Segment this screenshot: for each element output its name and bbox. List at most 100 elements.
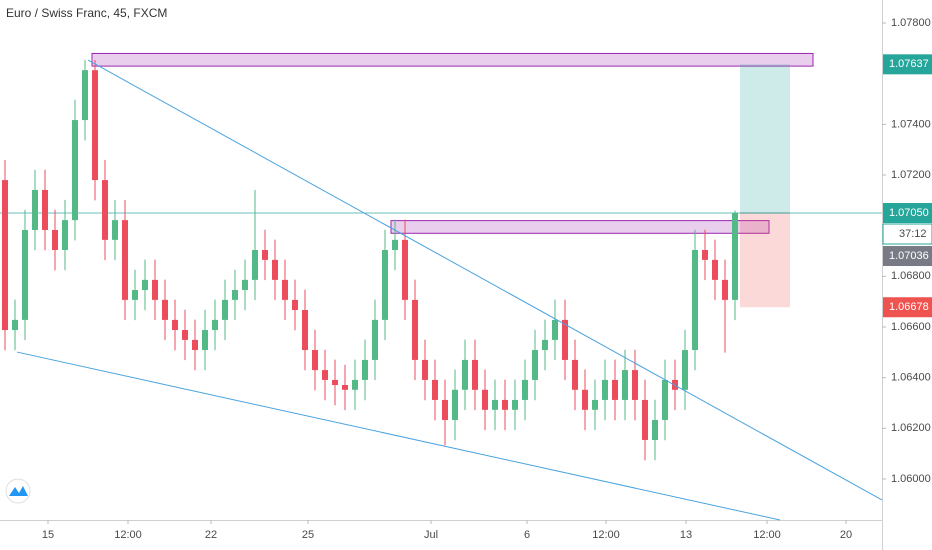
candle-body (232, 290, 238, 300)
y-tick-label: 1.06600 (891, 321, 931, 333)
chart-title: Euro / Swiss Franc, 45, FXCM (6, 6, 167, 20)
candle-body (152, 279, 158, 300)
candle-body (182, 330, 188, 340)
x-tick-label: 13 (680, 529, 692, 541)
zone (91, 52, 814, 67)
candle-body (302, 310, 308, 351)
stop-badge (883, 297, 932, 318)
y-tick-label: 1.07200 (891, 169, 931, 181)
candle-body (282, 279, 288, 300)
candle-body (382, 249, 388, 320)
y-tick-label: 1.06400 (891, 372, 931, 384)
trendline (87, 59, 883, 501)
target-badge-label: 1.07637 (889, 58, 929, 70)
candle-body (72, 120, 78, 221)
candle-body (32, 189, 38, 230)
candle-body (62, 220, 68, 250)
candle-body (342, 384, 348, 390)
candle-body (322, 370, 328, 380)
countdown-badge (882, 223, 932, 245)
candle-body (252, 249, 258, 280)
candle-body (312, 350, 318, 371)
candle-body (102, 180, 108, 240)
candle-body (642, 399, 648, 440)
x-tick-label: 12:00 (114, 529, 142, 541)
x-tick-label: 25 (302, 529, 314, 541)
candle-body (372, 319, 378, 360)
target-area (740, 64, 790, 214)
candle-body (42, 189, 48, 230)
candle-body (592, 399, 598, 410)
y-tick-label: 1.07800 (891, 17, 931, 29)
last-close-badge (883, 246, 932, 267)
candle-body (532, 350, 538, 380)
candle-body (272, 259, 278, 280)
candle-body (622, 370, 628, 400)
zone (390, 220, 770, 234)
candle-body (682, 350, 688, 390)
x-tick-label: 15 (42, 529, 54, 541)
candle-body (602, 379, 608, 400)
candle-body (512, 399, 518, 410)
candle-body (442, 399, 448, 420)
candle-body (132, 290, 138, 300)
candle-body (502, 399, 508, 410)
candle-body (192, 339, 198, 351)
candle-body (582, 389, 588, 410)
candle-body (562, 319, 568, 360)
x-tick-label: 12:00 (753, 529, 781, 541)
candle-body (712, 259, 718, 280)
candle-body (352, 379, 358, 390)
countdown-label: 37:12 (899, 228, 927, 240)
target-badge (883, 54, 932, 75)
x-tick-label: 22 (205, 529, 217, 541)
candle-body (542, 339, 548, 351)
candle-body (262, 249, 268, 260)
stop-area (740, 213, 790, 308)
candle-body (452, 389, 458, 420)
candle-body (402, 239, 408, 300)
candle-body (392, 239, 398, 250)
candle-body (652, 419, 658, 440)
y-tick-label: 1.06200 (891, 422, 931, 434)
candle-body (572, 359, 578, 390)
candle-body (22, 229, 28, 320)
current-price-badge (883, 203, 932, 224)
candle-body (692, 249, 698, 351)
candle-body (12, 319, 18, 331)
candle-body (362, 359, 368, 380)
candle-body (112, 220, 118, 240)
current-price-badge-label: 1.07050 (889, 207, 929, 219)
candle-body (332, 379, 338, 385)
trendline (16, 351, 781, 521)
candle-body (202, 330, 208, 351)
y-tick-label: 1.06800 (891, 270, 931, 282)
plot (0, 52, 883, 521)
candle-body (552, 319, 558, 340)
last-close-badge-label: 1.07036 (889, 250, 929, 262)
candle-body (212, 319, 218, 331)
candle-body (662, 379, 668, 420)
x-tick-label: 12:00 (592, 529, 620, 541)
candle-body (242, 279, 248, 291)
x-tick-label: 20 (840, 529, 852, 541)
candle-body (482, 389, 488, 410)
candle-body (92, 70, 98, 181)
candle-body (722, 279, 728, 300)
candle-body (2, 180, 8, 331)
candle-body (612, 379, 618, 400)
candle-body (122, 220, 128, 300)
candle-body (172, 319, 178, 331)
candle-body (732, 213, 738, 300)
y-tick-label: 1.07400 (891, 118, 931, 130)
candle-body (422, 359, 428, 380)
candle-body (472, 359, 478, 390)
candle-body (142, 279, 148, 291)
candle-body (292, 299, 298, 311)
axes: 1.06000 1.06200 1.06400 1.06600 1.06800 1.074… (42, 17, 932, 541)
candle-body (432, 379, 438, 400)
candle-body (412, 299, 418, 360)
y-tick-label: 1.06000 (891, 473, 931, 485)
